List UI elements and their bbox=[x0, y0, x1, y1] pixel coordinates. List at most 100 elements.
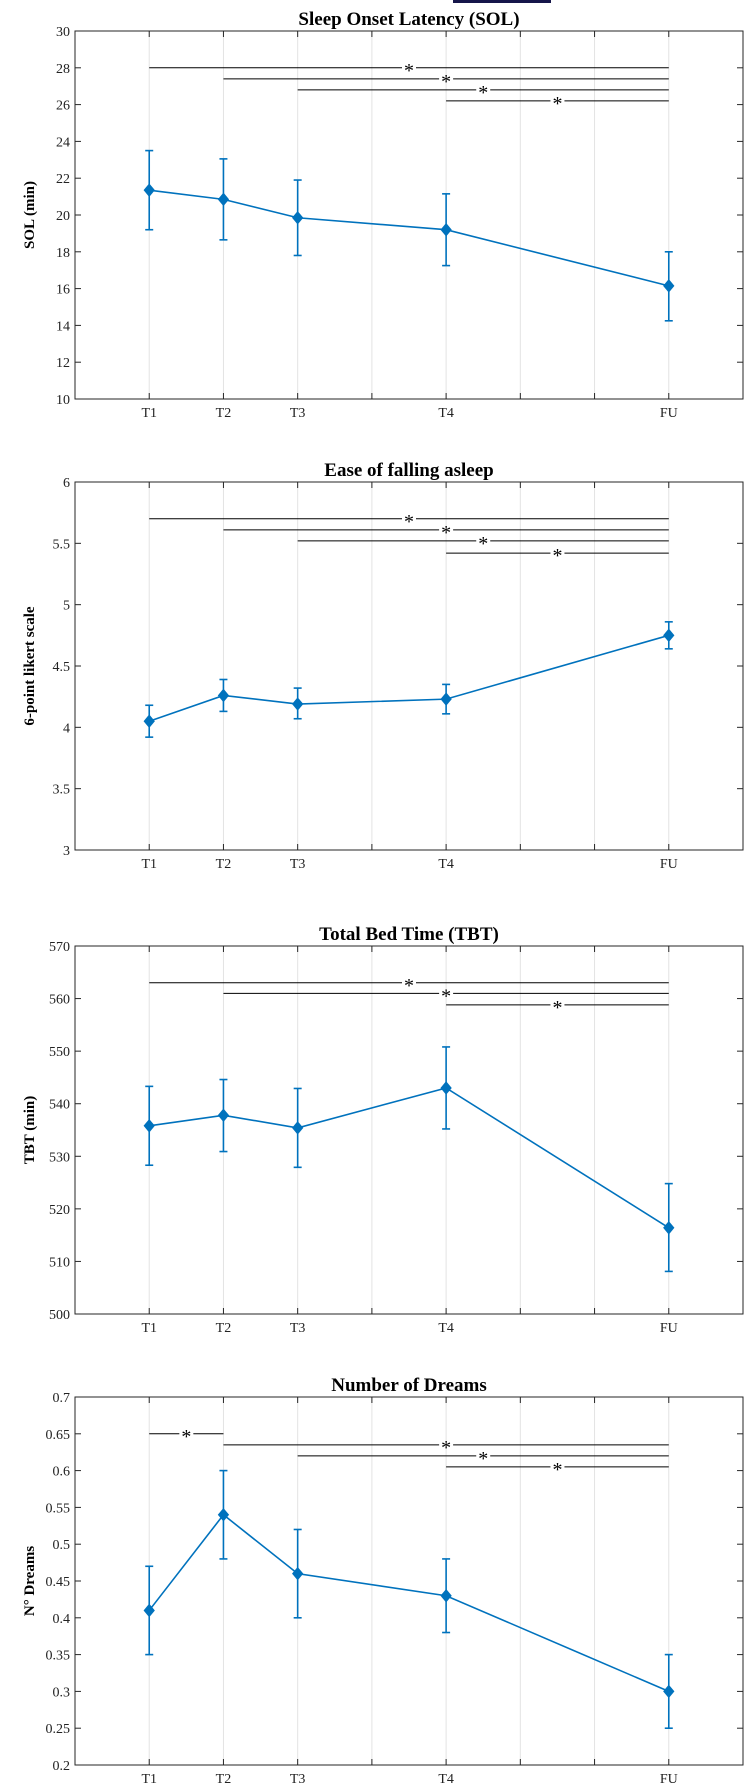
y-tick-label: 4 bbox=[63, 721, 70, 736]
y-tick-label: 510 bbox=[49, 1255, 70, 1270]
chart-title: Total Bed Time (TBT) bbox=[319, 924, 499, 945]
y-tick-label: 18 bbox=[56, 246, 70, 261]
significance-star: * bbox=[441, 522, 451, 544]
data-point-marker bbox=[292, 1566, 304, 1581]
x-tick-label: FU bbox=[660, 1321, 678, 1336]
significance-star: * bbox=[404, 60, 414, 82]
y-axis-label: 6-point likert scale bbox=[22, 606, 38, 725]
y-tick-label: 28 bbox=[56, 62, 70, 77]
y-tick-label: 3.5 bbox=[53, 783, 71, 798]
data-point-marker bbox=[292, 1121, 304, 1135]
x-tick-label: T4 bbox=[438, 857, 454, 872]
y-tick-label: 0.2 bbox=[53, 1759, 71, 1774]
y-axis-label: SOL (min) bbox=[22, 181, 38, 249]
y-tick-label: 14 bbox=[56, 319, 70, 334]
data-point-marker bbox=[663, 1684, 675, 1699]
x-tick-label: T1 bbox=[141, 1772, 157, 1787]
data-point-marker bbox=[217, 1108, 230, 1123]
y-tick-label: 3 bbox=[63, 844, 70, 859]
y-tick-label: 0.4 bbox=[53, 1612, 71, 1627]
chart-panel-4: Number of Dreams N° Dreams 0.2 0.25 0.3 0.35 0… bbox=[22, 1375, 744, 1787]
x-tick-label: T3 bbox=[290, 857, 306, 872]
y-tick-label: 0.55 bbox=[46, 1501, 71, 1516]
data-point-marker bbox=[143, 714, 155, 728]
data-point-marker bbox=[143, 1119, 155, 1133]
y-tick-label: 560 bbox=[49, 993, 70, 1008]
axes-box bbox=[74, 30, 744, 400]
y-tick-label: 550 bbox=[49, 1045, 70, 1060]
data-point-marker bbox=[440, 1081, 452, 1095]
significance-star: * bbox=[181, 1426, 191, 1448]
data-point-marker bbox=[217, 192, 230, 207]
data-point-marker bbox=[440, 222, 452, 237]
significance-star: * bbox=[441, 985, 451, 1007]
series-line bbox=[149, 1087, 670, 1229]
y-tick-label: 0.6 bbox=[53, 1465, 71, 1480]
y-tick-label: 0.25 bbox=[46, 1722, 71, 1737]
y-tick-label: 0.35 bbox=[46, 1649, 71, 1664]
y-axis-label: N° Dreams bbox=[22, 1546, 38, 1616]
x-tick-label: T2 bbox=[216, 1772, 232, 1787]
top-edge-bar bbox=[453, 0, 551, 3]
y-tick-label: 20 bbox=[56, 209, 70, 224]
chart-title: Ease of falling asleep bbox=[324, 460, 493, 481]
significance-star: * bbox=[478, 1448, 488, 1470]
x-tick-label: T3 bbox=[290, 1321, 306, 1336]
x-tick-label: FU bbox=[660, 406, 678, 421]
y-tick-label: 16 bbox=[56, 283, 70, 298]
y-tick-label: 500 bbox=[49, 1308, 70, 1323]
significance-star: * bbox=[552, 1459, 562, 1481]
y-tick-label: 0.65 bbox=[46, 1428, 71, 1443]
y-tick-label: 30 bbox=[56, 25, 70, 40]
axes-box bbox=[74, 481, 744, 851]
chart-panel-2: Ease of falling asleep 6-point likert sca… bbox=[22, 460, 744, 872]
x-tick-label: T4 bbox=[438, 1321, 454, 1336]
y-tick-label: 0.3 bbox=[53, 1685, 71, 1700]
y-tick-label: 4.5 bbox=[53, 660, 71, 675]
significance-star: * bbox=[441, 71, 451, 93]
x-tick-label: FU bbox=[660, 1772, 678, 1787]
significance-star: * bbox=[404, 511, 414, 533]
chart-panel-1: Sleep Onset Latency (SOL) SOL (min) 10 12 14… bbox=[22, 9, 744, 421]
data-point-marker bbox=[663, 1221, 675, 1235]
data-point-marker bbox=[143, 183, 155, 197]
y-tick-label: 6 bbox=[63, 476, 70, 491]
x-tick-label: T3 bbox=[290, 406, 306, 421]
series-line bbox=[148, 1513, 670, 1693]
significance-star: * bbox=[552, 93, 562, 115]
x-tick-label: T2 bbox=[216, 406, 232, 421]
y-tick-label: 0.5 bbox=[53, 1538, 71, 1553]
x-tick-label: FU bbox=[660, 857, 678, 872]
data-point-marker bbox=[217, 1507, 230, 1522]
y-tick-label: 5.5 bbox=[53, 537, 71, 552]
y-tick-label: 0.7 bbox=[53, 1391, 71, 1406]
y-tick-label: 530 bbox=[49, 1150, 70, 1165]
data-point-marker bbox=[143, 1603, 155, 1618]
chart-title: Number of Dreams bbox=[331, 1375, 487, 1396]
x-tick-label: T1 bbox=[141, 1321, 157, 1336]
axes-box bbox=[74, 1396, 744, 1766]
significance-star: * bbox=[552, 997, 562, 1019]
y-tick-label: 10 bbox=[56, 393, 70, 408]
panels: Sleep Onset Latency (SOL) SOL (min) 10 12 14… bbox=[22, 9, 744, 1787]
x-tick-label: T1 bbox=[141, 857, 157, 872]
data-point-marker bbox=[292, 697, 304, 711]
chart-panel-3: Total Bed Time (TBT) TBT (min) 500 510 520 53… bbox=[22, 924, 744, 1336]
significance-star: * bbox=[441, 1437, 451, 1459]
x-tick-label: T4 bbox=[438, 406, 454, 421]
y-tick-label: 540 bbox=[49, 1098, 70, 1113]
significance-star: * bbox=[404, 975, 414, 997]
y-tick-label: 5 bbox=[63, 599, 70, 614]
x-tick-label: T1 bbox=[141, 406, 157, 421]
y-axis-label: TBT (min) bbox=[22, 1096, 38, 1165]
x-tick-label: T4 bbox=[438, 1772, 454, 1787]
y-tick-label: 26 bbox=[56, 99, 70, 114]
chart-title: Sleep Onset Latency (SOL) bbox=[298, 9, 519, 30]
data-point-marker bbox=[440, 1588, 452, 1603]
data-point-marker bbox=[292, 210, 304, 225]
x-tick-label: T2 bbox=[216, 857, 232, 872]
series-line bbox=[148, 634, 669, 722]
data-point-marker bbox=[663, 628, 675, 643]
y-tick-label: 24 bbox=[56, 135, 70, 150]
